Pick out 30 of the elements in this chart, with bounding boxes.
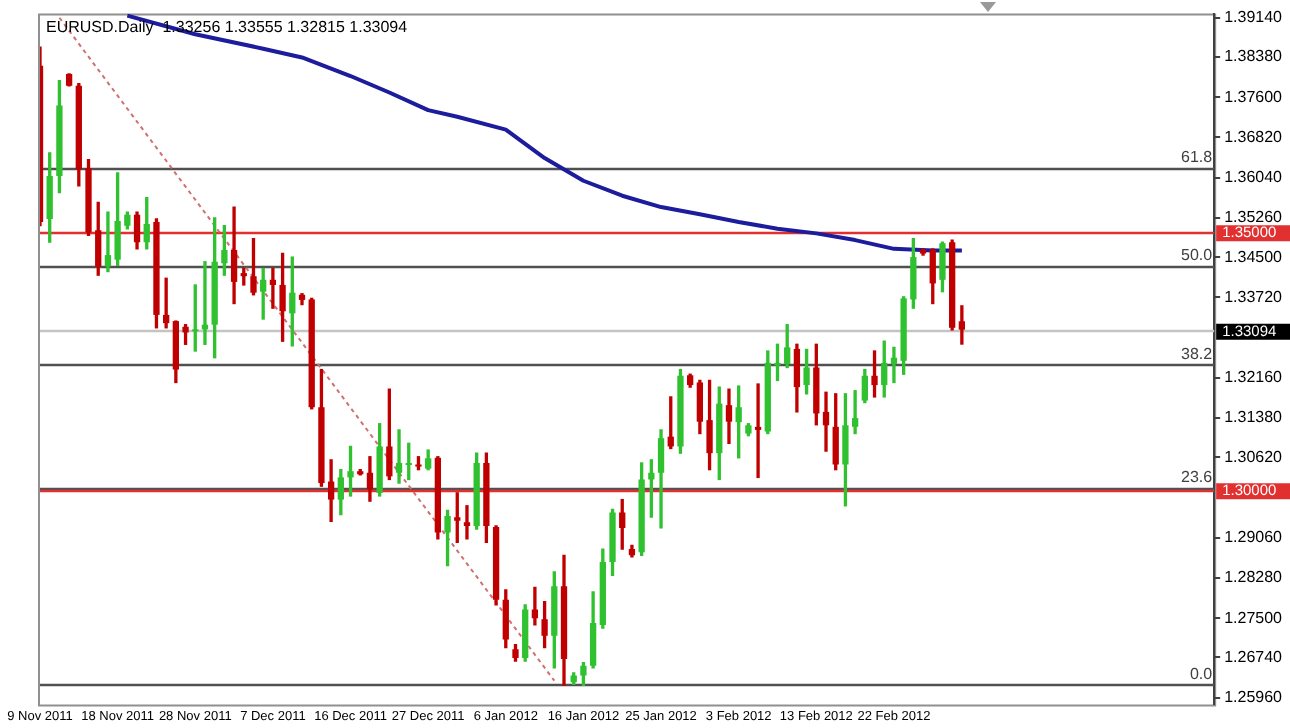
y-tick-label: 1.25960 xyxy=(1224,688,1284,707)
y-tick-label: 1.28280 xyxy=(1224,568,1284,587)
y-tick-label: 1.26740 xyxy=(1224,647,1284,666)
y-tick-label: 1.37600 xyxy=(1224,87,1284,106)
y-tick-label: 1.27500 xyxy=(1224,608,1284,627)
chart-title: EURUSD.Daily 1.33256 1.33555 1.32815 1.33094 xyxy=(46,18,409,37)
annotation: 23.6 xyxy=(1181,467,1214,486)
annotation: 0.0 xyxy=(1189,664,1214,683)
y-tick-label: 1.34500 xyxy=(1224,247,1284,266)
y-tick-label: 1.30620 xyxy=(1224,447,1284,466)
candlestick xyxy=(531,586,539,626)
annotation: 50.0 xyxy=(1181,245,1214,264)
annotation: 61.8 xyxy=(1181,147,1214,166)
y-tick-label: 1.33720 xyxy=(1224,287,1284,306)
annotation: 38.2 xyxy=(1181,345,1214,364)
y-tick-label: 1.29060 xyxy=(1224,528,1284,547)
candlestick xyxy=(463,505,471,540)
y-tick-label: 1.39140 xyxy=(1224,8,1284,27)
candlestick xyxy=(958,305,966,345)
candlestick xyxy=(269,267,277,309)
y-tick-label: 1.36820 xyxy=(1224,127,1284,146)
candlestick xyxy=(754,383,762,479)
candlestick xyxy=(163,277,170,329)
y-tick-label: 1.38380 xyxy=(1224,47,1284,66)
candlestick xyxy=(822,391,830,452)
y-tick-label: 1.36040 xyxy=(1224,168,1284,187)
y-tick-label: 1.31380 xyxy=(1224,408,1284,427)
candlestick xyxy=(395,429,403,484)
y-tick-label: 1.32160 xyxy=(1224,368,1284,387)
y-tick-label: 1.35260 xyxy=(1224,208,1284,227)
